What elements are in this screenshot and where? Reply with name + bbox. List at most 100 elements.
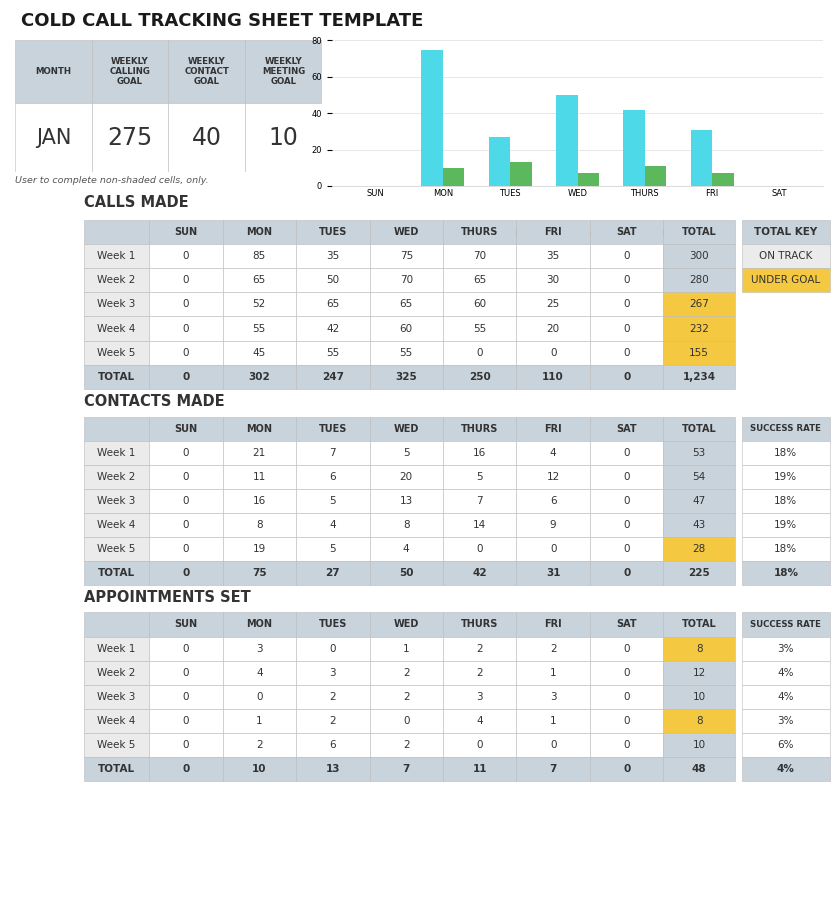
Bar	[92, 40, 169, 103]
Text: 0: 0	[623, 323, 630, 333]
Bar	[590, 733, 664, 757]
Bar	[664, 340, 735, 365]
Text: 5: 5	[329, 496, 336, 506]
Text: 0: 0	[623, 496, 630, 506]
Text: 85: 85	[253, 251, 266, 261]
Text: TOTAL KEY: TOTAL KEY	[754, 227, 817, 237]
Bar	[664, 612, 735, 637]
Bar	[370, 365, 443, 389]
Text: 16: 16	[473, 448, 486, 458]
Bar	[370, 269, 443, 293]
Bar	[150, 465, 223, 489]
Bar	[443, 365, 517, 389]
Text: 8: 8	[256, 520, 263, 530]
Bar	[517, 441, 590, 465]
Bar	[84, 513, 150, 537]
Text: 35: 35	[547, 251, 559, 261]
Bar	[664, 561, 735, 585]
Bar	[517, 637, 590, 661]
Bar	[370, 465, 443, 489]
Text: 0: 0	[182, 448, 189, 458]
Bar	[517, 269, 590, 293]
Text: 325: 325	[396, 372, 417, 382]
Bar	[590, 269, 664, 293]
Bar	[489, 136, 510, 186]
Text: 20: 20	[400, 472, 412, 482]
Bar	[150, 685, 223, 709]
Text: 0: 0	[623, 544, 630, 554]
Bar	[84, 269, 150, 293]
Bar	[590, 685, 664, 709]
Text: 7: 7	[329, 448, 336, 458]
Text: 4%: 4%	[778, 691, 794, 702]
Text: 19%: 19%	[774, 472, 797, 482]
Bar	[223, 733, 296, 757]
Text: 0: 0	[623, 251, 630, 261]
Text: 20: 20	[547, 323, 559, 333]
Bar	[370, 293, 443, 316]
Bar	[556, 95, 578, 186]
Text: 0: 0	[623, 644, 630, 654]
Bar	[223, 417, 296, 441]
Text: 3: 3	[550, 691, 556, 702]
Bar	[150, 537, 223, 561]
Text: 47: 47	[692, 496, 706, 506]
Bar	[443, 489, 517, 513]
Bar	[223, 709, 296, 733]
Text: 6: 6	[329, 472, 336, 482]
Text: 4: 4	[329, 520, 336, 530]
Bar	[590, 220, 664, 244]
Text: 5: 5	[476, 472, 483, 482]
Bar	[296, 340, 370, 365]
Bar	[150, 612, 223, 637]
Text: 275: 275	[108, 126, 153, 150]
Text: WEEKLY
CALLING
GOAL: WEEKLY CALLING GOAL	[110, 57, 150, 86]
Text: TUES: TUES	[318, 620, 347, 629]
Text: 18%: 18%	[774, 496, 797, 506]
Text: 155: 155	[690, 348, 709, 357]
Text: 8: 8	[696, 644, 702, 654]
Bar	[296, 244, 370, 269]
Text: 48: 48	[692, 764, 706, 774]
Bar	[84, 637, 150, 661]
Text: 2: 2	[476, 668, 483, 678]
Text: 0: 0	[623, 691, 630, 702]
Legend: CONTACTS MADE, APPOINTMENTS SET: CONTACTS MADE, APPOINTMENTS SET	[479, 227, 676, 242]
Bar	[150, 293, 223, 316]
Bar	[443, 293, 517, 316]
Text: 18%: 18%	[774, 568, 798, 578]
Text: Week 4: Week 4	[97, 323, 136, 333]
Bar	[590, 661, 664, 685]
Text: ON TRACK: ON TRACK	[759, 251, 812, 261]
Bar	[664, 709, 735, 733]
Bar	[370, 417, 443, 441]
Bar	[296, 709, 370, 733]
Bar	[370, 441, 443, 465]
Bar	[517, 340, 590, 365]
Text: SUN: SUN	[174, 227, 197, 237]
Text: 18%: 18%	[774, 544, 797, 554]
Text: MON: MON	[246, 227, 272, 237]
Text: 4: 4	[476, 716, 483, 726]
Text: 0: 0	[623, 716, 630, 726]
Text: 55: 55	[253, 323, 266, 333]
Bar	[517, 537, 590, 561]
Text: 11: 11	[472, 764, 487, 774]
Bar	[664, 637, 735, 661]
Text: 18%: 18%	[774, 448, 797, 458]
Text: Week 3: Week 3	[97, 691, 136, 702]
Text: 0: 0	[623, 668, 630, 678]
Bar	[150, 417, 223, 441]
Bar	[742, 757, 830, 781]
Bar	[370, 220, 443, 244]
Bar	[370, 685, 443, 709]
Bar	[223, 685, 296, 709]
Text: 232: 232	[690, 323, 709, 333]
Bar	[84, 537, 150, 561]
Text: 2: 2	[403, 691, 410, 702]
Bar	[84, 489, 150, 513]
Bar	[590, 316, 664, 340]
Text: 0: 0	[550, 740, 556, 750]
Bar	[623, 110, 645, 186]
Text: 28: 28	[692, 544, 706, 554]
